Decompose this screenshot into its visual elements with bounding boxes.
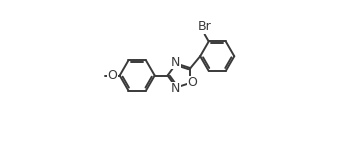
Text: O: O xyxy=(187,76,197,89)
Text: Br: Br xyxy=(198,20,211,33)
Text: O: O xyxy=(107,69,117,82)
Text: N: N xyxy=(171,82,180,95)
Text: N: N xyxy=(170,56,180,69)
